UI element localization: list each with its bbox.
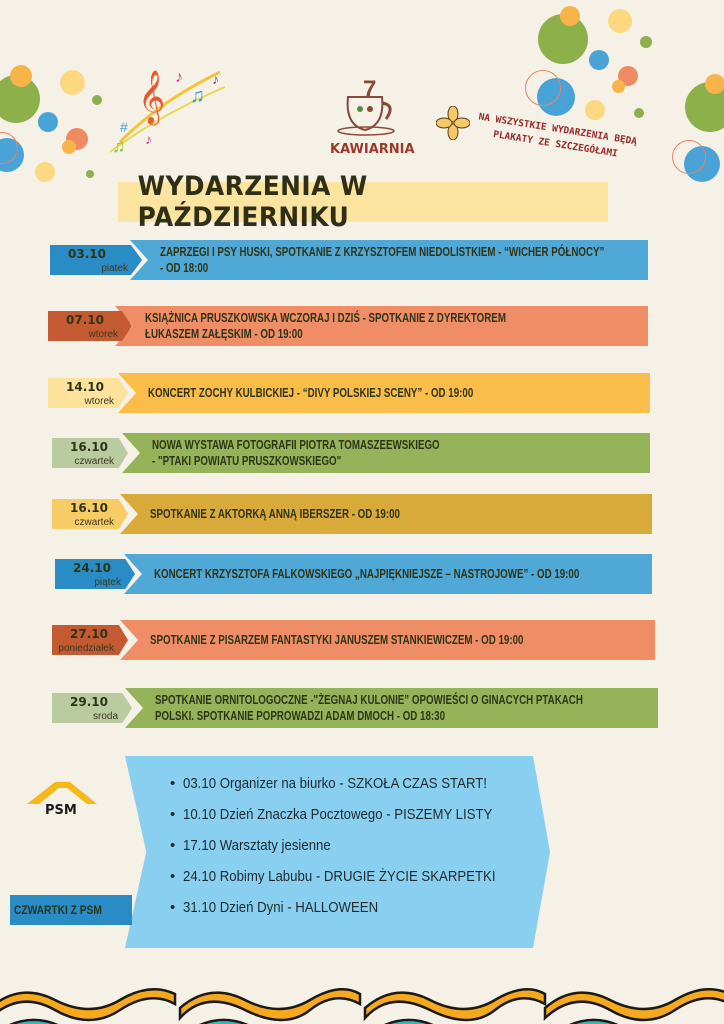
event-date: 24.10: [73, 561, 111, 575]
list-item: 17.10 Warsztaty jesienne: [170, 830, 538, 861]
page-title: WYDARZENIA W PAŹDZIERNIKU: [118, 171, 608, 233]
event-title: SPOTKANIE ORNITOLOGOCZNE -"ŻEGNAJ KULONI…: [155, 688, 658, 728]
svg-text:♪: ♪: [175, 69, 183, 86]
event-date-badge: 27.10 poniedziałek: [52, 625, 128, 655]
event-banner: SPOTKANIE Z PISARZEM FANTASTYKI JANUSZEM…: [120, 620, 655, 660]
event-title-line: SPOTKANIE Z AKTORKĄ ANNĄ IBERSZER - OD 1…: [150, 507, 400, 521]
event-date: 29.10: [70, 695, 108, 709]
event-banner: KONCERT KRZYSZTOFA FALKOWSKIEGO „NAJPIĘK…: [124, 554, 652, 594]
event-title: SPOTKANIE Z AKTORKĄ ANNĄ IBERSZER - OD 1…: [150, 494, 470, 534]
event-date: 16.10: [70, 440, 108, 454]
list-item: 10.10 Dzień Znaczka Pocztowego - PISZEMY…: [170, 799, 538, 830]
event-date: 03.10: [68, 247, 106, 261]
event-banner: ZAPRZEGI I PSY HUSKI, SPOTKANIE Z KRZYSZ…: [130, 240, 648, 280]
event-date-badge: 16.10 czwartek: [52, 438, 128, 468]
psm-logo: PSM: [27, 782, 97, 818]
event-title: SPOTKANIE Z PISARZEM FANTASTYKI JANUSZEM…: [150, 620, 629, 660]
event-date-badge: 14.10 wtorek: [48, 378, 128, 408]
event-title-line: POLSKI. SPOTKANIE POPROWADZI ADAM DMOCH …: [155, 709, 446, 723]
svg-text:PSM: PSM: [45, 803, 77, 818]
event-title-line: KSIĄŻNICA PRUSZKOWSKA WCZORAJ I DZIŚ - S…: [145, 311, 506, 325]
event-title-line: KONCERT KRZYSZTOFA FALKOWSKIEGO „NAJPIĘK…: [154, 567, 580, 581]
svg-text:#: #: [120, 119, 128, 135]
event-date: 27.10: [70, 627, 108, 641]
event-title-line: - "PTAKI POWIATU PRUSZKOWSKIEGO": [152, 454, 342, 468]
psm-workshop-list: 03.10 Organizer na biurko - SZKOŁA CZAS …: [170, 768, 538, 923]
svg-text:♫: ♫: [190, 85, 205, 107]
event-weekday: poniedziałek: [58, 643, 114, 654]
event-date-badge: 16.10 czwartek: [52, 499, 128, 529]
coffee-cup-icon: 7: [337, 76, 395, 136]
event-date-badge: 29.10 sroda: [52, 693, 132, 723]
event-title-line: ZAPRZEGI I PSY HUSKI, SPOTKANIE Z KRZYSZ…: [160, 245, 605, 259]
svg-text:𝄞: 𝄞: [138, 69, 165, 125]
event-title-line: SPOTKANIE Z PISARZEM FANTASTYKI JANUSZEM…: [150, 633, 524, 647]
event-weekday: czwartek: [74, 456, 114, 467]
event-date-badge: 03.10 piatek: [50, 245, 142, 275]
svg-text:♫: ♫: [112, 136, 126, 156]
event-weekday: sroda: [92, 711, 118, 722]
event-banner: SPOTKANIE ORNITOLOGOCZNE -"ŻEGNAJ KULONI…: [125, 688, 658, 728]
event-banner: KONCERT ZOCHY KULBICKIEJ - “DIVY POLSKIE…: [118, 373, 650, 413]
event-title-line: NOWA WYSTAWA FOTOGRAFII PIOTRA TOMASZEEW…: [152, 438, 440, 452]
event-date: 14.10: [66, 380, 104, 394]
list-item: 03.10 Organizer na biurko - SZKOŁA CZAS …: [170, 768, 538, 799]
event-title: NOWA WYSTAWA FOTOGRAFII PIOTRA TOMASZEEW…: [152, 433, 521, 473]
event-weekday: piatek: [101, 263, 128, 274]
event-weekday: czwartek: [74, 517, 114, 528]
logo-text: KAWIARNIA: [330, 142, 415, 157]
event-title-line: ŁUKASZEM ZAŁĘSKIM - OD 19:00: [145, 327, 303, 341]
event-banner: KSIĄŻNICA PRUSZKOWSKA WCZORAJ I DZIŚ - S…: [115, 306, 648, 346]
kawiarnia-logo: 7 KAWIARNIA: [330, 75, 415, 160]
event-weekday: piątek: [94, 577, 121, 588]
event-title: ZAPRZEGI I PSY HUSKI, SPOTKANIE Z KRZYSZ…: [160, 240, 648, 280]
list-item: 31.10 Dzień Dyni - HALLOWEEN: [170, 892, 538, 923]
decorative-waves: [0, 987, 724, 1024]
event-date-badge: 07.10 wtorek: [48, 311, 132, 341]
event-banner: NOWA WYSTAWA FOTOGRAFII PIOTRA TOMASZEEW…: [122, 433, 650, 473]
event-title-line: KONCERT ZOCHY KULBICKIEJ - “DIVY POLSKIE…: [148, 386, 474, 400]
event-title-line: - OD 18:00: [160, 261, 209, 275]
event-date: 07.10: [66, 313, 104, 327]
event-title: KONCERT ZOCHY KULBICKIEJ - “DIVY POLSKIE…: [148, 373, 565, 413]
psm-label: CZWARTKI Z PSM: [10, 895, 132, 925]
svg-text:♪: ♪: [145, 131, 152, 147]
svg-text:7: 7: [363, 76, 376, 103]
event-banner: SPOTKANIE Z AKTORKĄ ANNĄ IBERSZER - OD 1…: [120, 494, 652, 534]
svg-text:♪: ♪: [212, 71, 219, 87]
event-title-line: SPOTKANIE ORNITOLOGOCZNE -"ŻEGNAJ KULONI…: [155, 693, 583, 707]
event-title: KONCERT KRZYSZTOFA FALKOWSKIEGO „NAJPIĘK…: [154, 554, 652, 594]
event-weekday: wtorek: [88, 329, 118, 340]
music-notes-icon: 𝄞 ♪ ♫ # ♫ ♪ ♪: [109, 69, 226, 156]
event-title: KSIĄŻNICA PRUSZKOWSKA WCZORAJ I DZIŚ - S…: [145, 306, 608, 346]
event-weekday: wtorek: [84, 396, 114, 407]
notice-text: NA WSZYSTKIE WYDARZENIA BĘDĄ PLAKATY ZE …: [477, 111, 638, 160]
event-date: 16.10: [70, 501, 108, 515]
flower-icon: [436, 106, 470, 140]
event-date-badge: 24.10 piątek: [55, 559, 135, 589]
list-item: 24.10 Robimy Labubu - DRUGIE ŻYCIE SKARP…: [170, 861, 538, 892]
